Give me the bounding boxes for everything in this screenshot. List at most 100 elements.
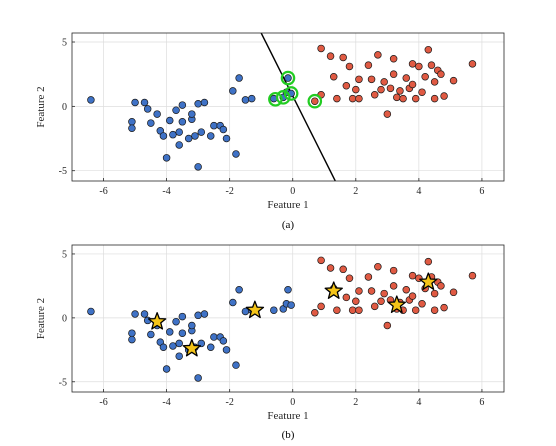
- data-point: [370, 91, 379, 99]
- data-point: [364, 273, 373, 281]
- data-point: [194, 311, 202, 320]
- data-point: [159, 343, 168, 352]
- data-point: [169, 130, 177, 139]
- y-tick-label: 5: [62, 38, 67, 49]
- data-point: [128, 118, 136, 126]
- y-tick-label: 0: [62, 313, 67, 324]
- data-point: [229, 298, 237, 307]
- scatter-panel-a: -6 -4 -2 0 2 4 6 -5 0 5 Feature 1 Feature 2 (a): [35, 32, 505, 231]
- data-point: [342, 293, 351, 302]
- data-point: [140, 98, 149, 107]
- data-point: [377, 85, 385, 94]
- data-point: [172, 317, 180, 326]
- data-point: [399, 94, 407, 103]
- x-tick-label: 6: [479, 397, 484, 408]
- data-point: [345, 62, 354, 71]
- plot-background: [72, 33, 504, 181]
- data-point: [326, 52, 335, 60]
- data-point: [178, 329, 187, 337]
- data-point: [175, 128, 183, 136]
- data-point: [169, 342, 177, 350]
- data-point: [355, 75, 363, 84]
- support-ring-marker: [283, 86, 299, 101]
- centroid-star-marker: [324, 281, 343, 299]
- data-point: [355, 94, 363, 103]
- x-tick-label: 4: [416, 186, 421, 197]
- support-ring-marker: [307, 93, 323, 109]
- data-point: [437, 70, 445, 78]
- data-point: [166, 116, 174, 125]
- data-point: [389, 70, 398, 78]
- marks-a: [87, 33, 477, 181]
- data-point: [333, 94, 341, 103]
- scatter-panel-b: -6 -4 -2 0 2 4 6 -5 0 5 Feature 1 Feature 2 (b): [35, 244, 505, 441]
- y-tick-label: 0: [62, 102, 67, 113]
- data-point: [140, 310, 149, 318]
- data-point: [184, 134, 193, 143]
- data-point: [128, 335, 136, 344]
- data-point: [408, 80, 417, 89]
- data-point: [408, 271, 417, 280]
- data-point: [143, 105, 152, 113]
- data-point: [284, 74, 292, 82]
- data-point: [178, 118, 187, 126]
- marks-b: [87, 256, 477, 382]
- data-point: [339, 265, 347, 274]
- data-point: [389, 54, 398, 63]
- support-ring-marker: [275, 90, 291, 105]
- data-point: [147, 119, 155, 127]
- data-point: [147, 330, 155, 339]
- data-point: [468, 60, 477, 68]
- data-point: [430, 94, 439, 103]
- data-point: [87, 96, 95, 104]
- data-point: [440, 92, 448, 100]
- y-tick-label: -5: [59, 166, 67, 177]
- data-point: [364, 61, 373, 69]
- data-point: [383, 110, 392, 118]
- data-point: [222, 346, 231, 354]
- data-point: [468, 271, 477, 280]
- plot-frame-a: [71, 32, 505, 182]
- x-tick-label: 4: [416, 397, 421, 408]
- data-point: [339, 53, 347, 62]
- centroid-star-marker: [387, 295, 406, 314]
- data-point: [345, 274, 354, 282]
- data-point: [329, 73, 338, 81]
- data-point: [408, 60, 417, 68]
- panel-caption: (b): [282, 429, 295, 441]
- y-axis-label: Feature 2: [35, 86, 47, 127]
- data-point: [430, 289, 439, 298]
- y-tick-label: 5: [62, 249, 67, 260]
- data-point: [367, 287, 376, 295]
- data-point: [424, 45, 433, 54]
- grid-a: [72, 33, 504, 181]
- data-point: [449, 76, 458, 85]
- data-point: [396, 87, 404, 95]
- data-point: [348, 306, 357, 314]
- data-point: [440, 303, 448, 312]
- data-point: [232, 150, 240, 158]
- data-point: [402, 285, 410, 294]
- support-ring-marker: [280, 70, 296, 86]
- data-point: [128, 124, 136, 132]
- data-point: [415, 62, 423, 71]
- x-axis-label: Feature 1: [267, 199, 308, 211]
- data-point: [411, 306, 420, 314]
- data-point: [153, 110, 161, 118]
- data-point: [402, 74, 410, 82]
- data-point: [355, 287, 363, 295]
- data-point: [342, 82, 351, 90]
- data-point: [421, 73, 429, 81]
- data-point: [311, 308, 319, 317]
- plot-background: [72, 245, 504, 392]
- data-point: [386, 84, 395, 93]
- data-point: [418, 88, 426, 96]
- data-point: [222, 134, 231, 143]
- x-tick-label: -2: [225, 397, 233, 408]
- data-point: [374, 262, 382, 271]
- x-tick-label: -6: [99, 186, 107, 197]
- data-point: [418, 300, 426, 308]
- centroid-star-marker: [182, 338, 202, 357]
- data-point: [200, 98, 209, 107]
